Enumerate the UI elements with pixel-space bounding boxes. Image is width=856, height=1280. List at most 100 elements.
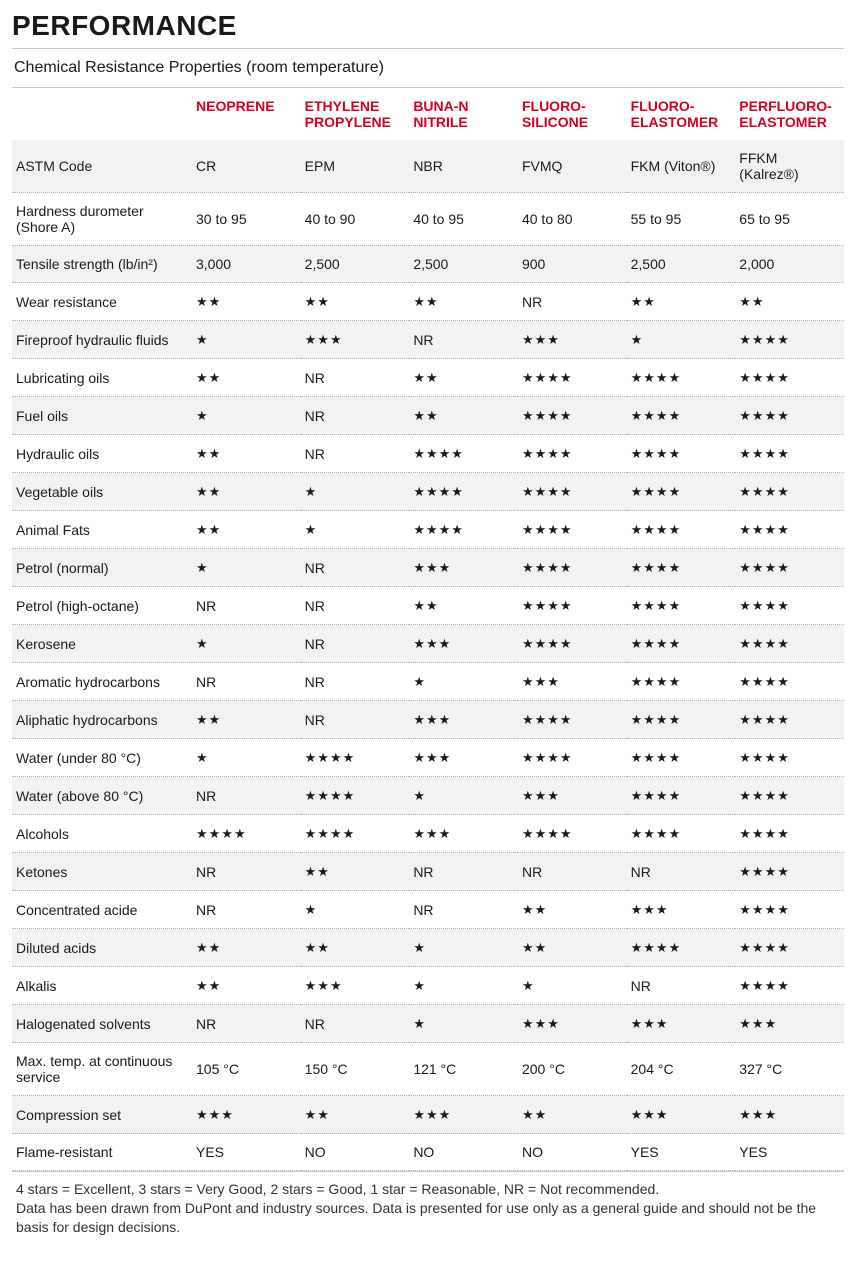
row-label: Hardness durometer (Shore A)	[12, 193, 192, 246]
cell: YES	[627, 1134, 736, 1171]
table-row: Compression set★★★★★★★★★★★★★★★★	[12, 1096, 844, 1134]
cell: ★	[301, 511, 410, 549]
cell: NR	[301, 663, 410, 701]
cell: ★★★★	[735, 967, 844, 1005]
header-spacer	[12, 88, 192, 140]
cell: ★★★★	[627, 435, 736, 473]
row-label: Petrol (normal)	[12, 549, 192, 587]
cell: 2,500	[301, 246, 410, 283]
table-row: Aliphatic hydrocarbons★★NR★★★★★★★★★★★★★★…	[12, 701, 844, 739]
table-row: Alkalis★★★★★★★NR★★★★	[12, 967, 844, 1005]
cell: ★★★★	[735, 549, 844, 587]
row-label: Hydraulic oils	[12, 435, 192, 473]
cell: 40 to 90	[301, 193, 410, 246]
cell: ★★★	[409, 701, 518, 739]
cell: NR	[518, 283, 627, 321]
cell: NO	[409, 1134, 518, 1171]
cell: CR	[192, 140, 301, 193]
cell: ★	[301, 891, 410, 929]
cell: ★★★★	[518, 511, 627, 549]
cell: ★★★★	[735, 321, 844, 359]
cell: ★★★★	[627, 625, 736, 663]
table-row: Fireproof hydraulic fluids★★★★NR★★★★★★★★	[12, 321, 844, 359]
cell: 40 to 95	[409, 193, 518, 246]
cell: ★★★	[735, 1005, 844, 1043]
row-label: Fuel oils	[12, 397, 192, 435]
table-row: ASTM CodeCREPMNBRFVMQFKM (Viton®)FFKM (K…	[12, 140, 844, 193]
cell: ★★	[409, 587, 518, 625]
table-body: ASTM CodeCREPMNBRFVMQFKM (Viton®)FFKM (K…	[12, 140, 844, 1171]
cell: ★★	[192, 283, 301, 321]
cell: ★★	[518, 1096, 627, 1134]
cell: ★★★★	[735, 739, 844, 777]
table-row: Water (above 80 °C)NR★★★★★★★★★★★★★★★★	[12, 777, 844, 815]
cell: ★★	[301, 929, 410, 967]
cell: ★★★	[409, 739, 518, 777]
cell: NR	[192, 587, 301, 625]
cell: 121 °C	[409, 1043, 518, 1096]
table-row: Diluted acids★★★★★★★★★★★★★★★	[12, 929, 844, 967]
cell: ★★★★	[627, 739, 736, 777]
cell: 105 °C	[192, 1043, 301, 1096]
cell: ★★	[301, 853, 410, 891]
cell: ★	[192, 739, 301, 777]
row-label: Vegetable oils	[12, 473, 192, 511]
cell: ★★	[518, 891, 627, 929]
cell: NR	[409, 321, 518, 359]
cell: EPM	[301, 140, 410, 193]
cell: ★★★★	[518, 397, 627, 435]
cell: ★★	[409, 397, 518, 435]
cell: ★	[409, 1005, 518, 1043]
cell: ★	[192, 549, 301, 587]
cell: NBR	[409, 140, 518, 193]
cell: ★	[518, 967, 627, 1005]
cell: ★★★★	[627, 511, 736, 549]
cell: ★★★	[301, 967, 410, 1005]
cell: ★★★★	[192, 815, 301, 853]
cell: NR	[627, 853, 736, 891]
table-row: Lubricating oils★★NR★★★★★★★★★★★★★★	[12, 359, 844, 397]
row-label: Compression set	[12, 1096, 192, 1134]
table-row: Hydraulic oils★★NR★★★★★★★★★★★★★★★★	[12, 435, 844, 473]
row-label: Wear resistance	[12, 283, 192, 321]
table-row: Flame-resistantYESNONONOYESYES	[12, 1134, 844, 1171]
cell: ★★★★	[627, 701, 736, 739]
row-label: Halogenated solvents	[12, 1005, 192, 1043]
cell: ★★★	[409, 1096, 518, 1134]
table-row: Water (under 80 °C)★★★★★★★★★★★★★★★★★★★★	[12, 739, 844, 777]
cell: ★★★★	[627, 587, 736, 625]
cell: ★★★★	[735, 815, 844, 853]
cell: ★★★★	[735, 701, 844, 739]
cell: ★	[301, 473, 410, 511]
table-row: Petrol (high-octane)NRNR★★★★★★★★★★★★★★	[12, 587, 844, 625]
cell: ★★★★	[627, 777, 736, 815]
cell: NR	[301, 625, 410, 663]
row-label: Water (above 80 °C)	[12, 777, 192, 815]
cell: ★	[627, 321, 736, 359]
cell: NR	[192, 891, 301, 929]
cell: ★★★★	[518, 587, 627, 625]
column-header-ffkm: PERFLUORO-ELASTOMER	[735, 88, 844, 140]
cell: ★★★	[192, 1096, 301, 1134]
cell: ★★★★	[735, 625, 844, 663]
table-row: Kerosene★NR★★★★★★★★★★★★★★★	[12, 625, 844, 663]
cell: ★★★	[409, 815, 518, 853]
cell: ★★★★	[627, 397, 736, 435]
cell: ★★★★	[301, 815, 410, 853]
row-label: Alcohols	[12, 815, 192, 853]
table-row: Fuel oils★NR★★★★★★★★★★★★★★	[12, 397, 844, 435]
cell: 2,500	[409, 246, 518, 283]
cell: 55 to 95	[627, 193, 736, 246]
cell: ★★★	[627, 891, 736, 929]
row-label: Concentrated acide	[12, 891, 192, 929]
cell: 2,500	[627, 246, 736, 283]
cell: NR	[518, 853, 627, 891]
cell: ★★★★	[518, 473, 627, 511]
table-row: KetonesNR★★NRNRNR★★★★	[12, 853, 844, 891]
table-row: Max. temp. at continuous service105 °C15…	[12, 1043, 844, 1096]
cell: ★★★★	[518, 625, 627, 663]
cell: ★★★★	[518, 701, 627, 739]
cell: NR	[301, 549, 410, 587]
cell: ★★★	[518, 321, 627, 359]
cell: ★★	[192, 473, 301, 511]
